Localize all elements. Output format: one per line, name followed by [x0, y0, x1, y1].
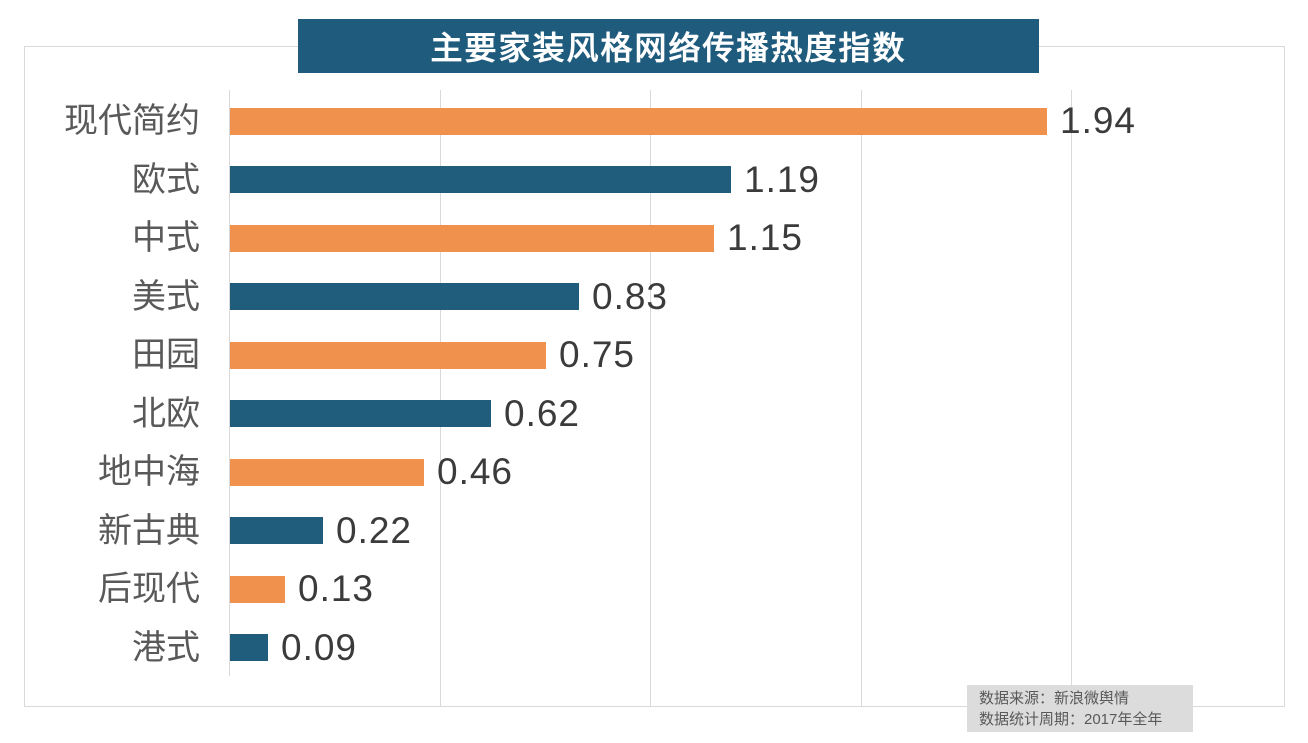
bar-2 — [230, 166, 731, 193]
vertical-gridline — [1071, 90, 1072, 706]
category-label: 后现代 — [98, 570, 200, 608]
chart-title: 主要家装风格网络传播热度指数 — [430, 30, 907, 66]
category-label: 地中海 — [98, 453, 200, 491]
data-period-line: 数据统计周期：2017年全年 — [979, 711, 1163, 728]
bar-7 — [230, 459, 424, 486]
category-label: 欧式 — [132, 161, 200, 199]
bar-10 — [230, 634, 268, 661]
bar-3 — [230, 225, 714, 252]
category-label: 美式 — [132, 278, 200, 316]
bar-6 — [230, 400, 491, 427]
vertical-gridline — [440, 90, 441, 706]
category-label: 港式 — [132, 629, 200, 667]
bar-4 — [230, 283, 579, 310]
bar-1 — [230, 108, 1047, 135]
vertical-gridline — [861, 90, 862, 706]
value-label: 0.46 — [437, 451, 514, 492]
bar-5 — [230, 342, 546, 369]
value-label: 0.83 — [592, 276, 669, 317]
value-label: 1.19 — [744, 159, 821, 200]
category-label: 新古典 — [98, 512, 200, 550]
bar-9 — [230, 576, 285, 603]
category-label: 中式 — [132, 219, 200, 257]
vertical-gridline — [650, 90, 651, 706]
value-label: 1.94 — [1060, 100, 1137, 141]
category-label: 北欧 — [132, 395, 200, 433]
data-source-box: 数据来源：新浪微舆情 数据统计周期：2017年全年 — [967, 685, 1193, 732]
chart-title-banner: 主要家装风格网络传播热度指数 — [298, 19, 1039, 73]
category-label: 现代简约 — [64, 102, 200, 140]
value-label: 0.22 — [336, 510, 413, 551]
category-axis-line — [229, 90, 230, 676]
value-label: 0.09 — [281, 627, 358, 668]
value-label: 0.13 — [298, 568, 375, 609]
data-source-line: 数据来源：新浪微舆情 — [979, 690, 1130, 707]
value-label: 0.75 — [559, 334, 636, 375]
value-label: 0.62 — [504, 393, 581, 434]
plot-area-border — [24, 46, 1285, 707]
bar-8 — [230, 517, 323, 544]
category-label: 田园 — [132, 336, 200, 374]
value-label: 1.15 — [727, 217, 804, 258]
